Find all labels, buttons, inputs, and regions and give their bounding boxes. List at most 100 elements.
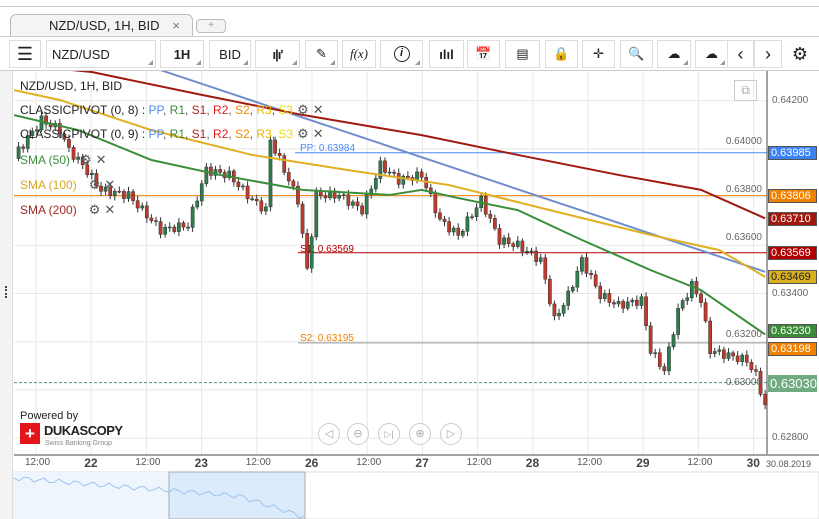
pivot-items: PP, R1, S1, R2, S2, R3, S3 [149, 127, 294, 141]
scroll-left-button[interactable]: ◁ [318, 423, 340, 445]
candle-down [548, 278, 552, 305]
close-icon[interactable]: ✕ [312, 102, 324, 117]
candle-down [94, 173, 99, 187]
gear-icon[interactable]: ⚙ [88, 202, 101, 217]
price-label: 0.63230 [768, 324, 817, 339]
pivot-name: CLASSICPIVOT (0, 9) [20, 127, 139, 141]
candle-down [245, 185, 250, 200]
close-icon[interactable]: ✕ [104, 177, 116, 192]
candle-up [30, 130, 35, 136]
candle-down [236, 181, 241, 188]
lock-icon: 🔒 [553, 46, 570, 61]
zoom-out-button[interactable]: ⊖ [347, 423, 369, 445]
gear-icon[interactable]: ⚙ [297, 102, 309, 117]
candle-down [250, 198, 255, 201]
candle-up [373, 178, 378, 190]
candle-up [680, 300, 685, 309]
pivot-item: , [206, 103, 214, 117]
candle-up [515, 240, 520, 247]
settings-button[interactable]: ⚙ [786, 40, 814, 68]
gear-icon[interactable]: ⚙ [297, 126, 309, 141]
candle-down [648, 325, 653, 354]
candle-up [566, 290, 571, 306]
side-select[interactable]: BID [209, 40, 251, 68]
crosshair-icon: ✛ [593, 46, 604, 61]
candle-up [616, 301, 621, 305]
candle-down [419, 171, 424, 178]
candle-down [135, 200, 140, 209]
scroll-right-button[interactable]: ▷ [440, 423, 462, 445]
drag-handle-icon[interactable] [5, 286, 7, 298]
pivot-item: R3 [256, 103, 272, 117]
candle-up [112, 190, 117, 197]
period-select[interactable]: 1H [160, 40, 204, 68]
chart-type-button[interactable]: ı|ı' [255, 40, 300, 68]
crosshair-button[interactable]: ✛ [582, 40, 615, 68]
left-resize-bar[interactable] [0, 71, 13, 519]
candle-up [337, 195, 342, 199]
scroll-end-button[interactable]: ▷| [378, 423, 400, 445]
candle-down [593, 274, 598, 287]
candle-down [483, 196, 488, 215]
x-tick-label: 12:00 [356, 457, 382, 468]
candle-up [630, 299, 635, 303]
toolbar: ☰ NZD/USD 1H BID ı|ı' ✎ f(x) i ılıl 📅 ▤ … [0, 36, 819, 71]
candle-up [451, 227, 456, 233]
candle-up [199, 183, 204, 202]
upload-button[interactable]: ☁ [657, 40, 691, 68]
candle-down [218, 169, 222, 173]
pivot-item: , [271, 127, 279, 141]
candles-icon: ı|ı' [272, 46, 284, 62]
prev-button[interactable]: ‹ [727, 40, 754, 68]
candle-up [717, 349, 722, 352]
chevron-right-icon: › [765, 43, 771, 64]
candle-up [126, 191, 131, 199]
close-tab-icon[interactable]: × [172, 18, 180, 33]
close-icon[interactable]: ✕ [312, 126, 324, 141]
candle-up [689, 281, 694, 298]
candle-down [144, 205, 149, 219]
candle-up [667, 346, 671, 372]
news-button[interactable]: ▤ [505, 40, 540, 68]
candle-down [99, 185, 103, 192]
sma100-legend: SMA (100) ⚙ ✕ [20, 177, 115, 193]
info-button[interactable]: i [380, 40, 423, 68]
sma50-line [14, 114, 766, 336]
price-label: 0.63569 [768, 245, 817, 260]
lock-button[interactable]: 🔒 [545, 40, 578, 68]
draw-button[interactable]: ✎ [305, 40, 338, 68]
y-tick-label: 0.64200 [772, 94, 809, 106]
chart-tab[interactable]: NZD/USD, 1H, BID × [10, 14, 193, 36]
new-tab-button[interactable]: + [196, 19, 226, 33]
pivot-item: , [162, 103, 170, 117]
candle-down [621, 301, 625, 309]
candle-down [296, 185, 300, 205]
candle-up [314, 191, 319, 238]
indicators-button[interactable]: f(x) [342, 40, 376, 68]
zoom-button[interactable]: 🔍 [620, 40, 653, 68]
calendar-button[interactable]: 📅 [467, 40, 500, 68]
menu-button[interactable]: ☰ [9, 40, 41, 68]
pivot-item: , [162, 127, 170, 141]
plot-area[interactable] [0, 62, 767, 410]
volume-button[interactable]: ılıl [429, 40, 464, 68]
candle-up [575, 270, 580, 288]
candle-down [186, 226, 190, 229]
close-icon[interactable]: ✕ [95, 152, 107, 167]
symbol-select[interactable]: NZD/USD [46, 40, 156, 68]
download-button[interactable]: ☁ [695, 40, 728, 68]
sep: : [141, 103, 146, 117]
gear-icon[interactable]: ⚙ [88, 177, 101, 192]
close-icon[interactable]: ✕ [104, 202, 116, 217]
news-icon: ▤ [516, 46, 529, 61]
candle-down [71, 147, 76, 160]
gear-icon[interactable]: ⚙ [80, 152, 92, 167]
next-button[interactable]: › [754, 40, 782, 68]
candle-down [172, 226, 177, 232]
zoom-in-button[interactable]: ⊕ [409, 423, 431, 445]
candle-up [341, 194, 346, 197]
popout-icon[interactable]: ⧉ [734, 80, 757, 101]
pivot-item: , [185, 103, 192, 117]
candle-down [154, 220, 158, 222]
